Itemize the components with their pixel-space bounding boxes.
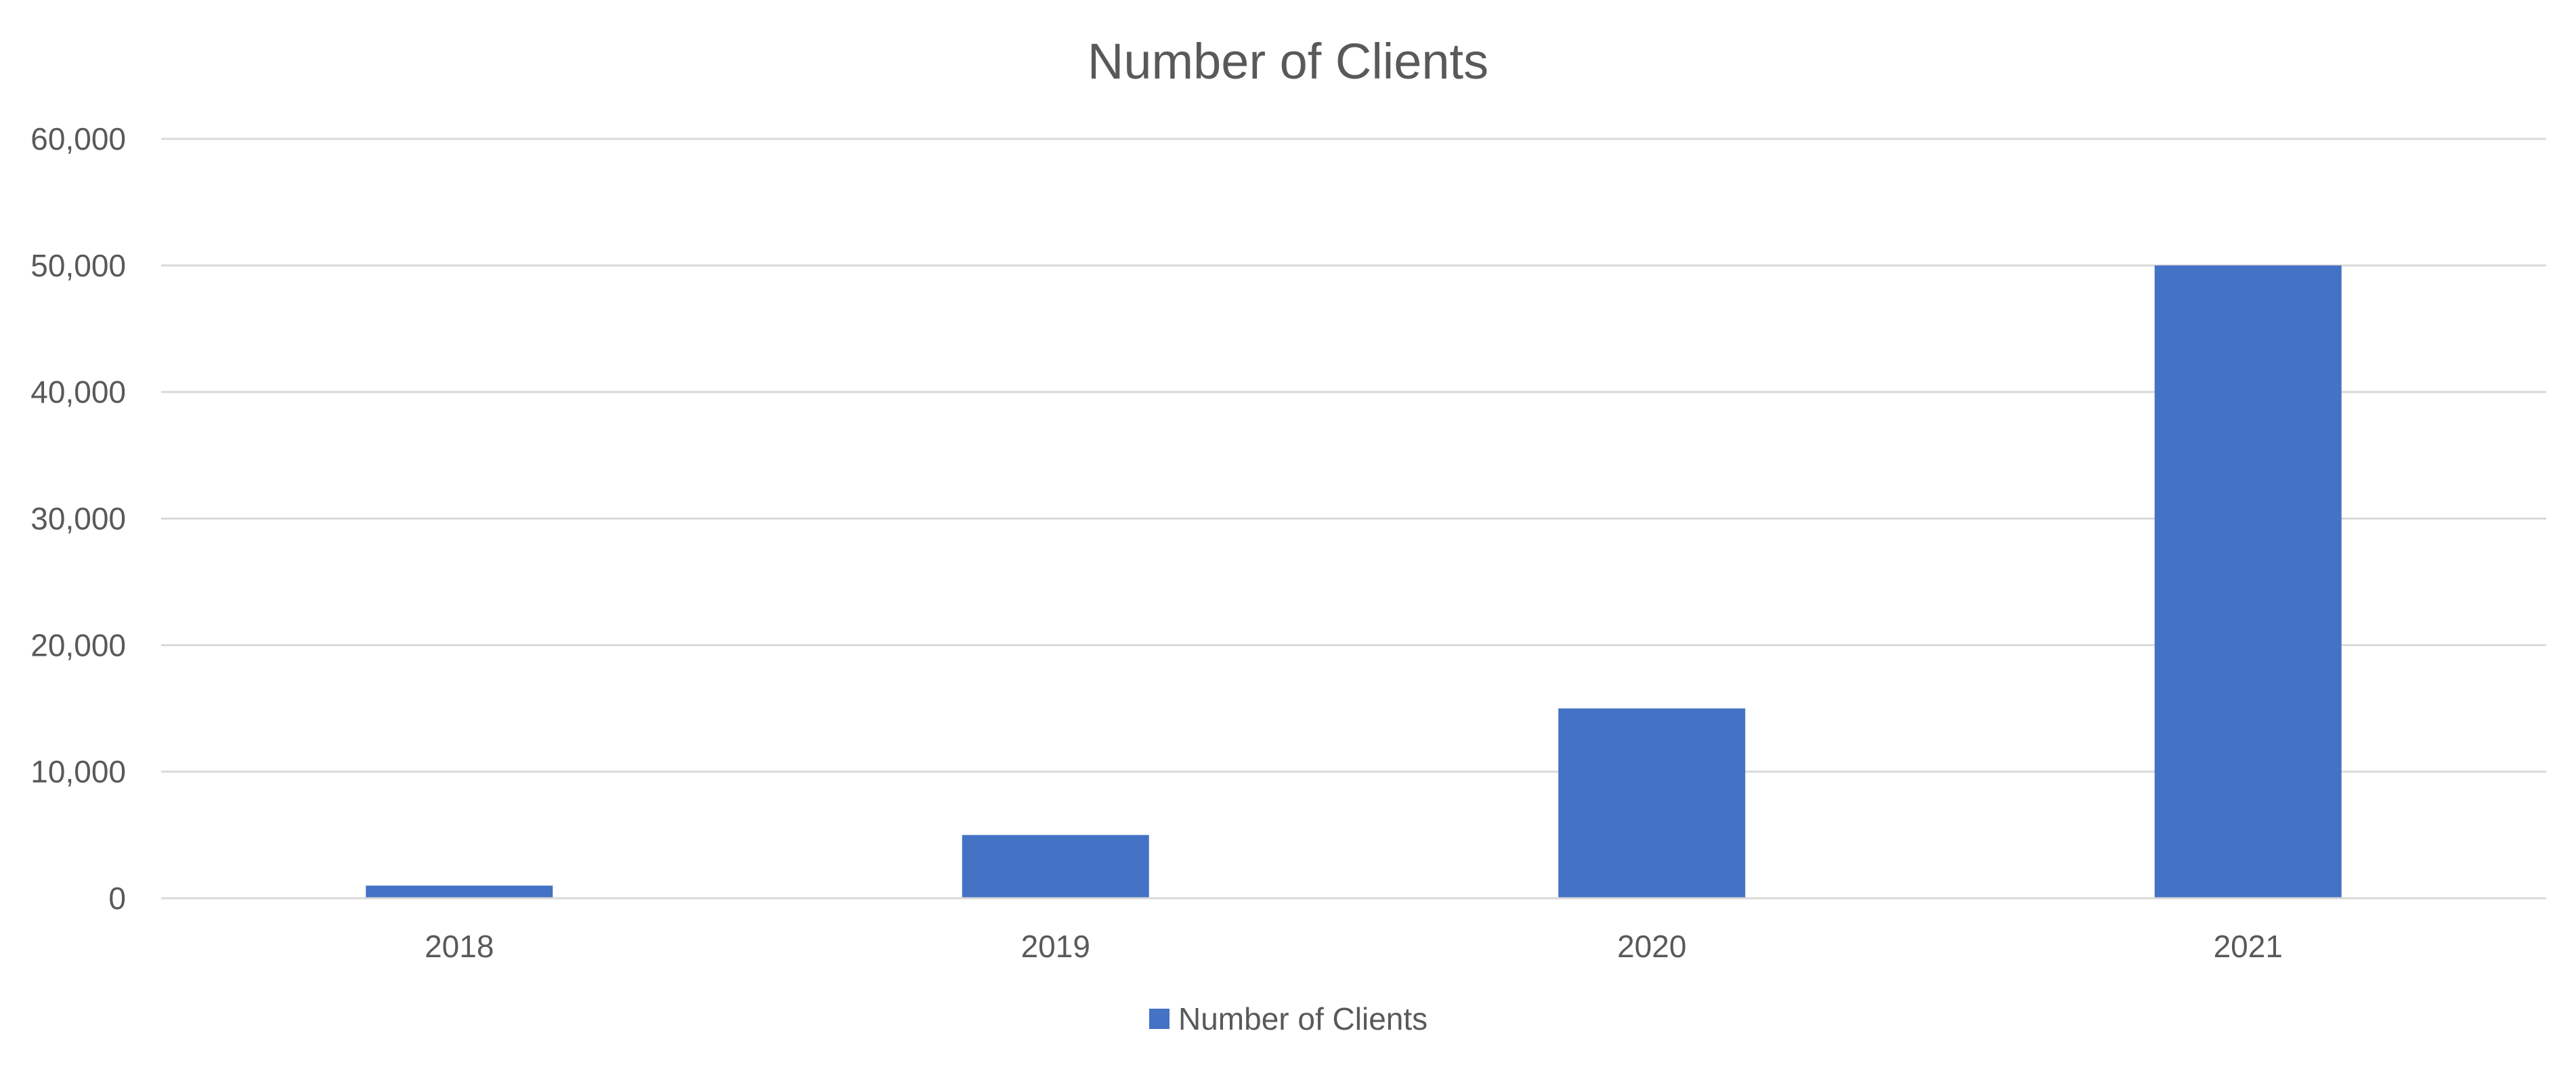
y-axis-tick-labels: 0 10,000 20,000 30,000 40,000 50,000 60,000 — [30, 121, 126, 916]
legend: Number of Clients — [1149, 1001, 1427, 1036]
legend-label: Number of Clients — [1178, 1001, 1427, 1036]
y-tick-label: 50,000 — [30, 248, 126, 283]
x-axis-tick-labels: 2018 2019 2020 2021 — [425, 929, 2283, 964]
x-tick-label: 2018 — [425, 929, 494, 964]
y-tick-label: 30,000 — [30, 501, 126, 537]
y-tick-label: 60,000 — [30, 121, 126, 156]
bar-2018 — [366, 885, 553, 898]
bar-2021 — [2154, 265, 2342, 898]
bar-2019 — [962, 835, 1149, 898]
y-tick-label: 40,000 — [30, 375, 126, 410]
y-tick-label: 0 — [108, 881, 126, 916]
bar-2020 — [1558, 708, 1746, 898]
y-tick-label: 10,000 — [30, 754, 126, 789]
bars — [366, 265, 2342, 898]
legend-swatch — [1149, 1009, 1169, 1029]
x-tick-label: 2019 — [1021, 929, 1090, 964]
y-tick-label: 20,000 — [30, 627, 126, 663]
x-tick-label: 2020 — [1617, 929, 1686, 964]
chart-title: Number of Clients — [1088, 33, 1488, 89]
gridlines — [161, 138, 2546, 773]
x-tick-label: 2021 — [2214, 929, 2283, 964]
